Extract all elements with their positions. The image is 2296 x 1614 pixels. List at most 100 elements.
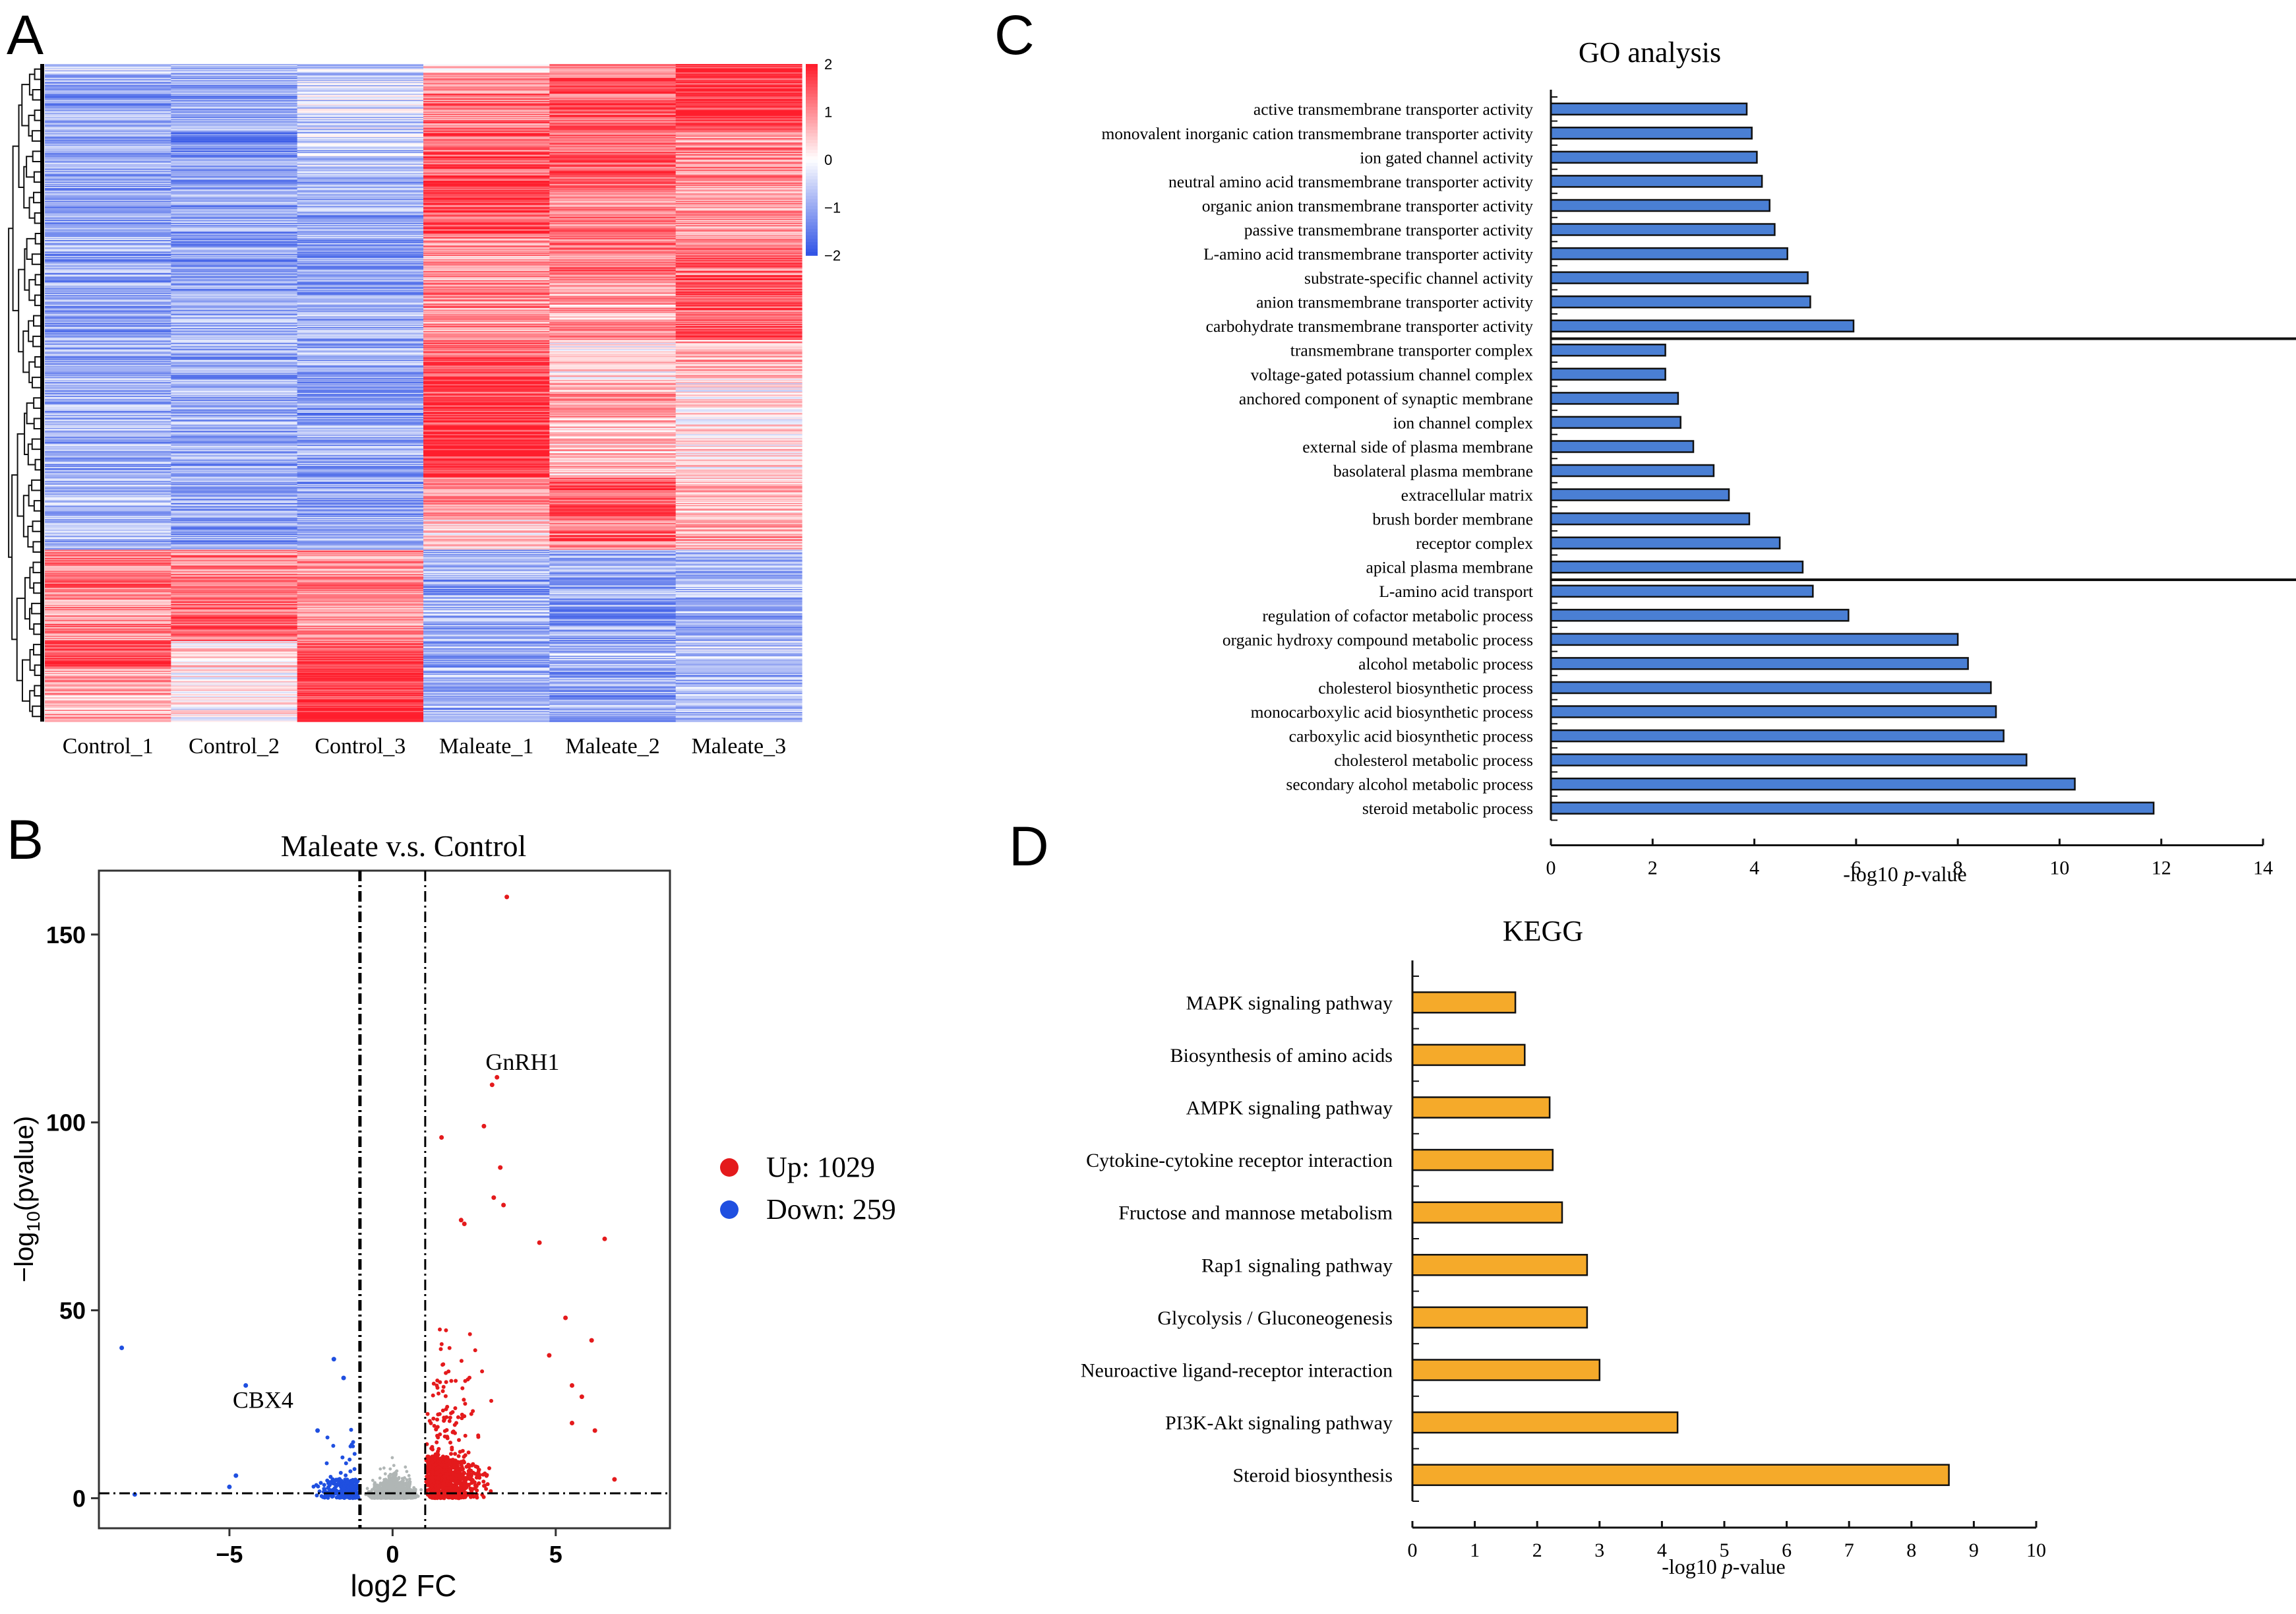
heatmap-cell (423, 212, 550, 214)
heatmap-cell (549, 614, 677, 616)
heatmap-cell (549, 553, 677, 556)
heatmap-cell (297, 557, 424, 559)
heatmap-cell (675, 108, 802, 110)
heatmap-cell (423, 204, 550, 206)
heatmap-cell (423, 418, 550, 420)
heatmap-cell (549, 560, 677, 562)
heatmap-cell (675, 364, 802, 366)
dendrogram-branch (21, 659, 30, 702)
heatmap-cell (171, 497, 298, 499)
heatmap-cell (675, 689, 802, 691)
heatmap-cell (297, 528, 424, 530)
heatmap-cell (297, 447, 424, 449)
heatmap-cell (45, 462, 171, 464)
heatmap-cell (675, 583, 802, 586)
colorbar-tick-label: 1 (824, 104, 832, 121)
heatmap-cell (45, 537, 171, 539)
heatmap-cell (549, 448, 677, 450)
colorbar-segment (806, 166, 818, 170)
heatmap-cell (675, 111, 802, 113)
heatmap-cell (675, 68, 802, 70)
heatmap-cell (45, 619, 171, 621)
heatmap-cell (423, 697, 550, 699)
heatmap-cell (549, 354, 677, 356)
heatmap-cell (675, 710, 802, 712)
heatmap-cell (297, 489, 424, 491)
heatmap-cell (549, 684, 677, 686)
heatmap-cell (675, 497, 802, 499)
heatmap-cell (45, 710, 171, 712)
colorbar-tick-label: 0 (824, 152, 832, 168)
heatmap-cell (171, 492, 298, 494)
heatmap-cell (675, 524, 802, 526)
heatmap-cell (45, 242, 171, 244)
heatmap-cell (675, 373, 802, 375)
heatmap-cell (549, 602, 677, 604)
heatmap-cell (423, 166, 550, 168)
heatmap-cell (423, 307, 550, 310)
heatmap-cell (549, 253, 677, 255)
heatmap-cell (297, 348, 424, 350)
heatmap-cell (45, 157, 171, 159)
heatmap-cell (549, 77, 677, 78)
heatmap-cell (423, 691, 550, 694)
heatmap-cell (297, 359, 424, 361)
heatmap-cell (171, 584, 298, 586)
heatmap-cell (549, 321, 677, 323)
heatmap-cell (549, 202, 677, 204)
heatmap-cell (675, 534, 802, 537)
heatmap-cell (45, 570, 171, 572)
heatmap-cell (549, 414, 677, 416)
colorbar-segment (806, 80, 818, 84)
heatmap-column-label: Control_3 (315, 734, 406, 759)
heatmap-cell (549, 359, 677, 361)
heatmap-cell (423, 337, 550, 340)
heatmap-cell (549, 68, 677, 70)
heatmap-cell (171, 275, 298, 277)
heatmap-cell (297, 425, 424, 427)
heatmap-cell (423, 112, 550, 115)
heatmap-cell (297, 509, 424, 511)
heatmap-cell (45, 636, 171, 638)
heatmap-cell (45, 670, 171, 673)
heatmap-cell (45, 197, 171, 199)
colorbar-segment (806, 130, 818, 134)
colorbar-segment (806, 176, 818, 180)
heatmap-cell (45, 576, 171, 578)
heatmap-cell (45, 257, 171, 259)
heatmap-cell (423, 520, 550, 522)
heatmap-cell (171, 345, 298, 347)
heatmap-cell (297, 220, 424, 223)
heatmap-cell (171, 516, 298, 518)
heatmap-cell (45, 140, 171, 142)
panel-letter-c: C (994, 4, 1035, 66)
heatmap-cell (297, 522, 424, 524)
heatmap-cell (675, 150, 802, 153)
heatmap-cell (45, 621, 171, 623)
heatmap-cell (675, 239, 802, 241)
heatmap-cell (549, 288, 677, 290)
heatmap-cell (171, 212, 298, 214)
heatmap-cell (423, 88, 550, 90)
heatmap-cell (549, 300, 677, 302)
heatmap-cell (423, 429, 550, 431)
heatmap-cell (45, 291, 171, 293)
heatmap-cell (423, 185, 550, 187)
heatmap-cell (549, 699, 677, 701)
heatmap-cell (297, 124, 424, 126)
heatmap-cell (297, 286, 424, 288)
heatmap-cell (297, 342, 424, 345)
heatmap-cell (171, 67, 298, 69)
heatmap-cell (297, 229, 424, 232)
heatmap-cell (423, 84, 550, 86)
heatmap-cell (45, 501, 171, 503)
heatmap-cell (675, 627, 802, 629)
heatmap-cell (423, 605, 550, 607)
heatmap-cell (171, 104, 298, 106)
heatmap-cell (45, 600, 171, 602)
heatmap-cell (423, 107, 550, 109)
heatmap-cell (171, 232, 298, 234)
heatmap-cell (549, 445, 677, 448)
heatmap-cell (297, 536, 424, 538)
heatmap-cell (423, 338, 550, 340)
